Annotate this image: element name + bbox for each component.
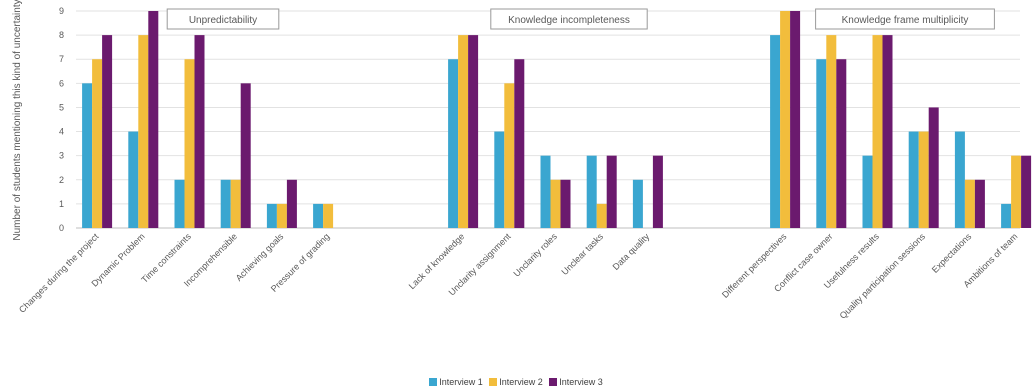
group-title: Knowledge incompleteness xyxy=(508,15,630,26)
legend: Interview 1 Interview 2 Interview 3 xyxy=(0,377,1032,387)
bar xyxy=(448,59,459,228)
y-tick-label: 6 xyxy=(59,78,64,88)
legend-item-interview-2: Interview 2 xyxy=(489,377,543,387)
y-tick-label: 2 xyxy=(59,175,64,185)
bar xyxy=(276,203,287,228)
legend-swatch xyxy=(549,378,558,386)
bar xyxy=(586,155,597,228)
bar xyxy=(974,179,985,228)
bar xyxy=(1021,155,1032,228)
bar xyxy=(174,179,185,228)
y-tick-label: 9 xyxy=(59,6,64,16)
bar xyxy=(550,179,561,228)
y-axis-label: Number of students mentioning this kind … xyxy=(12,0,23,241)
legend-item-interview-1: Interview 1 xyxy=(429,377,483,387)
bar xyxy=(458,35,469,228)
group-title-box xyxy=(815,8,995,30)
legend-label: Interview 2 xyxy=(499,377,543,387)
bar xyxy=(494,131,505,228)
bar xyxy=(770,35,781,228)
bar xyxy=(606,155,617,228)
x-tick-label: Achieving goals xyxy=(234,231,286,283)
x-tick-label: Data quality xyxy=(611,231,652,272)
x-tick-label: Time constraints xyxy=(139,231,193,285)
bar xyxy=(908,131,919,228)
bar xyxy=(560,179,571,228)
x-tick-label: Unclear tasks xyxy=(559,231,605,277)
x-tick-label: Expectations xyxy=(930,231,974,275)
x-tick-label: Quality participation sessions xyxy=(838,231,928,321)
bar xyxy=(652,155,663,228)
y-tick-label: 3 xyxy=(59,151,64,161)
bar xyxy=(92,59,103,228)
bar xyxy=(220,179,231,228)
group-title-box xyxy=(166,8,280,30)
y-tick-label: 7 xyxy=(59,54,64,64)
bar xyxy=(138,35,149,228)
group-titles: Unpredictability Knowledge incompleteness… xyxy=(166,8,995,30)
bar xyxy=(882,35,893,228)
bar xyxy=(790,11,801,228)
bar xyxy=(964,179,975,228)
group-title: Knowledge frame multiplicity xyxy=(842,15,969,26)
y-tick-label: 0 xyxy=(59,223,64,233)
bar xyxy=(286,179,297,228)
legend-swatch xyxy=(429,378,438,386)
y-tick-label: 5 xyxy=(59,102,64,112)
bar xyxy=(230,179,241,228)
bar xyxy=(240,83,251,228)
bar xyxy=(954,131,965,228)
group-title: Unpredictability xyxy=(189,15,257,26)
bar xyxy=(918,131,929,228)
y-tick-label: 4 xyxy=(59,127,64,137)
group-title-box xyxy=(490,8,648,30)
y-tick-label: 8 xyxy=(59,30,64,40)
bar xyxy=(836,59,847,228)
bar xyxy=(540,155,551,228)
bar xyxy=(862,155,873,228)
bar xyxy=(872,35,883,228)
bar xyxy=(504,83,515,228)
bar xyxy=(128,131,139,228)
bar xyxy=(596,203,607,228)
bar xyxy=(468,35,479,228)
bar xyxy=(313,203,324,228)
legend-label: Interview 3 xyxy=(559,377,603,387)
bars xyxy=(82,11,1032,228)
bar xyxy=(266,203,277,228)
bar xyxy=(928,107,939,228)
bar xyxy=(323,203,334,228)
bar xyxy=(780,11,791,228)
bar xyxy=(102,35,113,228)
x-tick-label: Changes during the project xyxy=(17,231,101,315)
legend-label: Interview 1 xyxy=(439,377,483,387)
bar xyxy=(82,83,93,228)
bar xyxy=(184,59,195,228)
legend-swatch xyxy=(489,378,498,386)
bar xyxy=(148,11,159,228)
bar xyxy=(632,179,643,228)
bar xyxy=(1001,203,1012,228)
legend-item-interview-3: Interview 3 xyxy=(549,377,603,387)
bar xyxy=(816,59,827,228)
bar xyxy=(514,59,525,228)
y-tick-labels: 0 1 2 3 4 5 6 7 8 9 xyxy=(59,6,64,233)
bar xyxy=(1011,155,1022,228)
bar xyxy=(826,35,837,228)
bar xyxy=(194,35,205,228)
x-tick-label: Unclarity roles xyxy=(512,231,560,279)
y-tick-label: 1 xyxy=(59,199,64,209)
